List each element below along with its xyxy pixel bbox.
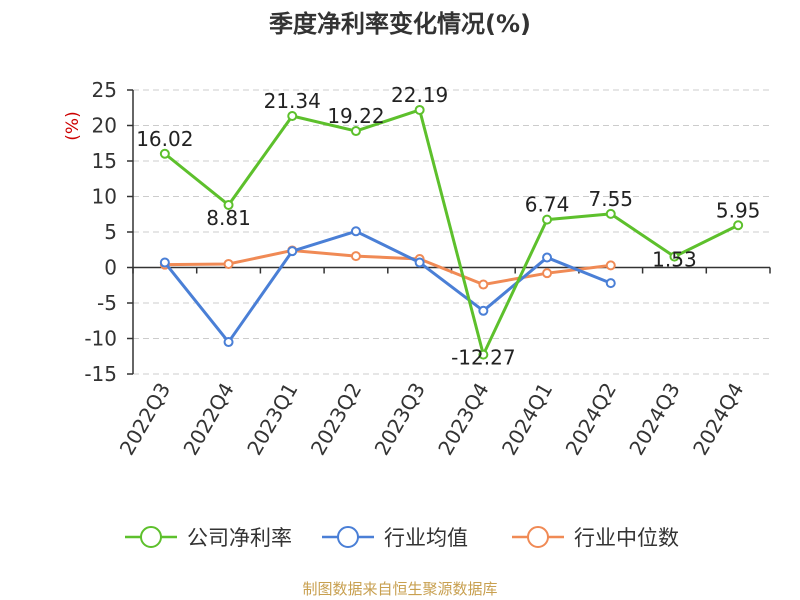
- series-line: [163, 229, 612, 344]
- data-point[interactable]: [605, 278, 616, 289]
- y-tick-label: -5: [97, 291, 117, 315]
- y-tick-label: 5: [104, 220, 117, 244]
- legend-marker-icon: [337, 526, 359, 548]
- data-label: 22.19: [391, 83, 448, 107]
- data-point[interactable]: [414, 257, 425, 268]
- legend-marker-icon: [140, 526, 162, 548]
- x-tick-label: 2024Q4: [688, 379, 748, 460]
- data-point[interactable]: [733, 220, 744, 231]
- data-point[interactable]: [287, 110, 298, 121]
- x-tick-label: 2022Q3: [115, 379, 175, 460]
- y-tick-label: 15: [92, 149, 117, 173]
- data-label: 8.81: [206, 206, 251, 230]
- y-tick-label: 20: [92, 114, 117, 138]
- source-note: 制图数据来自恒生聚源数据库: [302, 580, 497, 598]
- legend-label: 行业中位数: [574, 526, 679, 550]
- x-tick-label: 2024Q1: [497, 379, 557, 460]
- data-point[interactable]: [350, 251, 361, 262]
- data-label: 7.55: [588, 187, 633, 211]
- legend-item[interactable]: 行业均值: [322, 526, 468, 550]
- x-tick-label: 2023Q1: [242, 379, 302, 460]
- data-point[interactable]: [669, 251, 680, 262]
- data-point[interactable]: [159, 257, 170, 268]
- data-point[interactable]: [350, 126, 361, 137]
- legend-marker-icon: [527, 526, 549, 548]
- x-tick-label: 2023Q2: [306, 379, 366, 460]
- data-label: 5.95: [716, 198, 761, 222]
- data-point[interactable]: [223, 337, 234, 348]
- data-point[interactable]: [478, 349, 489, 360]
- data-point[interactable]: [542, 214, 553, 225]
- series-line: [164, 248, 611, 287]
- data-point[interactable]: [478, 279, 489, 290]
- chart-title: 季度净利率变化情况(%): [269, 10, 531, 38]
- legend-label: 行业均值: [384, 526, 468, 550]
- data-point[interactable]: [414, 104, 425, 115]
- legend-item[interactable]: 公司净利率: [125, 526, 292, 550]
- x-tick-label: 2023Q4: [433, 378, 493, 459]
- y-axis-unit-label: (%): [63, 111, 83, 140]
- data-label: 19.22: [327, 104, 384, 128]
- y-tick-label: -15: [84, 362, 117, 386]
- data-point[interactable]: [605, 260, 616, 271]
- data-label: 16.02: [136, 127, 193, 151]
- y-tick-label: -10: [84, 327, 117, 351]
- data-point[interactable]: [350, 226, 361, 237]
- y-tick-label: 0: [104, 256, 117, 280]
- x-tick-label: 2022Q4: [178, 379, 238, 460]
- grid-lines: [133, 89, 770, 375]
- data-label: 21.34: [264, 89, 321, 113]
- data-point[interactable]: [605, 208, 616, 219]
- data-point[interactable]: [287, 246, 298, 257]
- legend-label: 公司净利率: [187, 526, 292, 550]
- y-tick-label: 10: [92, 185, 117, 209]
- x-tick-label: 2024Q3: [624, 379, 684, 460]
- data-point[interactable]: [478, 305, 489, 316]
- x-tick-label: 2023Q3: [370, 379, 430, 460]
- data-point[interactable]: [223, 199, 234, 210]
- data-point[interactable]: [159, 148, 170, 159]
- data-point[interactable]: [223, 258, 234, 269]
- data-label: 1.53: [652, 248, 697, 272]
- x-tick-label: 2024Q2: [561, 379, 621, 460]
- legend[interactable]: 公司净利率 行业均值 行业中位数: [125, 526, 679, 550]
- series-line: [163, 108, 739, 357]
- series-lines: [159, 104, 744, 360]
- data-point[interactable]: [542, 268, 553, 279]
- y-tick-label: 25: [92, 78, 117, 102]
- legend-item[interactable]: 行业中位数: [512, 526, 679, 550]
- data-label: -12.27: [451, 346, 515, 370]
- data-label: 6.74: [525, 193, 570, 217]
- data-point[interactable]: [542, 252, 553, 263]
